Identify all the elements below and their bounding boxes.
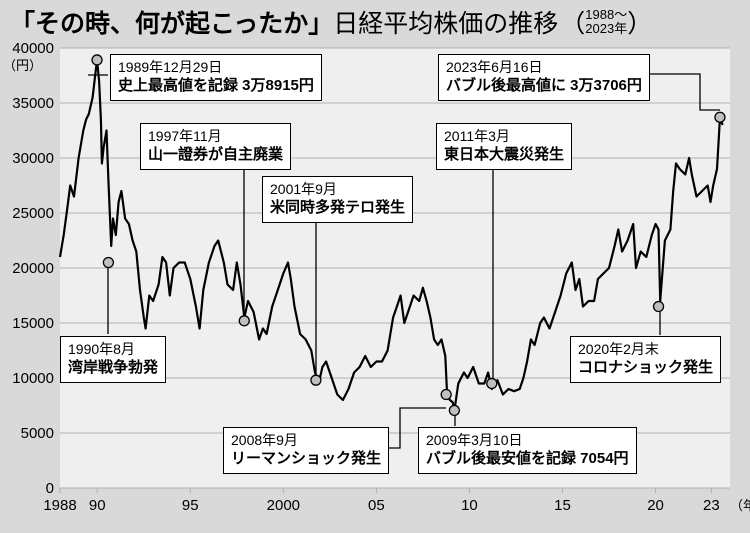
svg-text:10000: 10000 [12,370,54,387]
annotation-a3: 1997年11月山一證券が自主廃業 [140,123,291,170]
svg-text:5000: 5000 [21,425,54,442]
svg-text:35000: 35000 [12,95,54,112]
annotation-text: コロナショック発生 [578,359,713,378]
annotation-a7: 2011年3月東日本大震災発生 [436,123,572,170]
svg-text:23: 23 [703,497,720,514]
svg-text:0: 0 [46,480,54,497]
title-main: 日経平均株価の推移 [333,4,558,40]
annotation-a5: 2008年9月リーマンショック発生 [223,427,389,474]
annotation-a6: 2009年3月10日バブル後最安値を記録 7054円 [418,427,637,474]
annotation-text: 湾岸戦争勃発 [68,359,158,378]
title-range-bottom: 2023年 [585,22,627,36]
svg-text:05: 05 [368,497,385,514]
annotation-text: リーマンショック発生 [231,450,381,469]
chart-frame: { "title": { "pre_bold": "「その時、何が起こったか」"… [0,0,750,533]
annotation-text: 東日本大震災発生 [444,146,564,165]
title-range-top: 1988〜 [585,8,627,22]
svg-text:（円）: （円） [3,58,42,73]
annotation-date: 2011年3月 [444,128,564,146]
svg-text:20: 20 [647,497,664,514]
annotation-date: 1989年12月29日 [118,59,314,77]
annotation-text: 米同時多発テロ発生 [270,199,405,218]
svg-text:10: 10 [461,497,478,514]
svg-text:25000: 25000 [12,205,54,222]
annotation-a2: 1990年8月湾岸戦争勃発 [60,336,166,383]
annotation-a8: 2020年2月末コロナショック発生 [570,336,721,383]
svg-text:（年）: （年） [730,498,750,513]
svg-text:95: 95 [182,497,199,514]
svg-text:90: 90 [89,497,106,514]
annotation-text: バブル後最高値に 3万3706円 [446,77,642,96]
annotation-text: バブル後最安値を記録 7054円 [426,450,629,469]
annotation-date: 1990年8月 [68,341,158,359]
annotation-text: 山一證券が自主廃業 [148,146,283,165]
annotation-date: 2001年9月 [270,181,405,199]
svg-text:20000: 20000 [12,260,54,277]
annotation-date: 2023年6月16日 [446,59,642,77]
annotation-a9: 2023年6月16日バブル後最高値に 3万3706円 [438,54,650,101]
chart-title: 「その時、何が起こったか」 日経平均株価の推移 （ 1988〜 2023年 ） [10,4,652,40]
annotation-a1: 1989年12月29日史上最高値を記録 3万8915円 [110,54,322,101]
svg-text:2000: 2000 [267,497,300,514]
title-prefix: 「その時、何が起こったか」 [10,4,333,40]
svg-text:30000: 30000 [12,150,54,167]
annotation-text: 史上最高値を記録 3万8915円 [118,77,314,96]
annotation-date: 2008年9月 [231,432,381,450]
svg-text:1988: 1988 [43,497,76,514]
annotation-date: 1997年11月 [148,128,283,146]
annotation-a4: 2001年9月米同時多発テロ発生 [262,176,413,223]
svg-text:40000: 40000 [12,40,54,57]
svg-text:15: 15 [554,497,571,514]
annotation-date: 2020年2月末 [578,341,713,359]
annotation-date: 2009年3月10日 [426,432,629,450]
svg-text:15000: 15000 [12,315,54,332]
